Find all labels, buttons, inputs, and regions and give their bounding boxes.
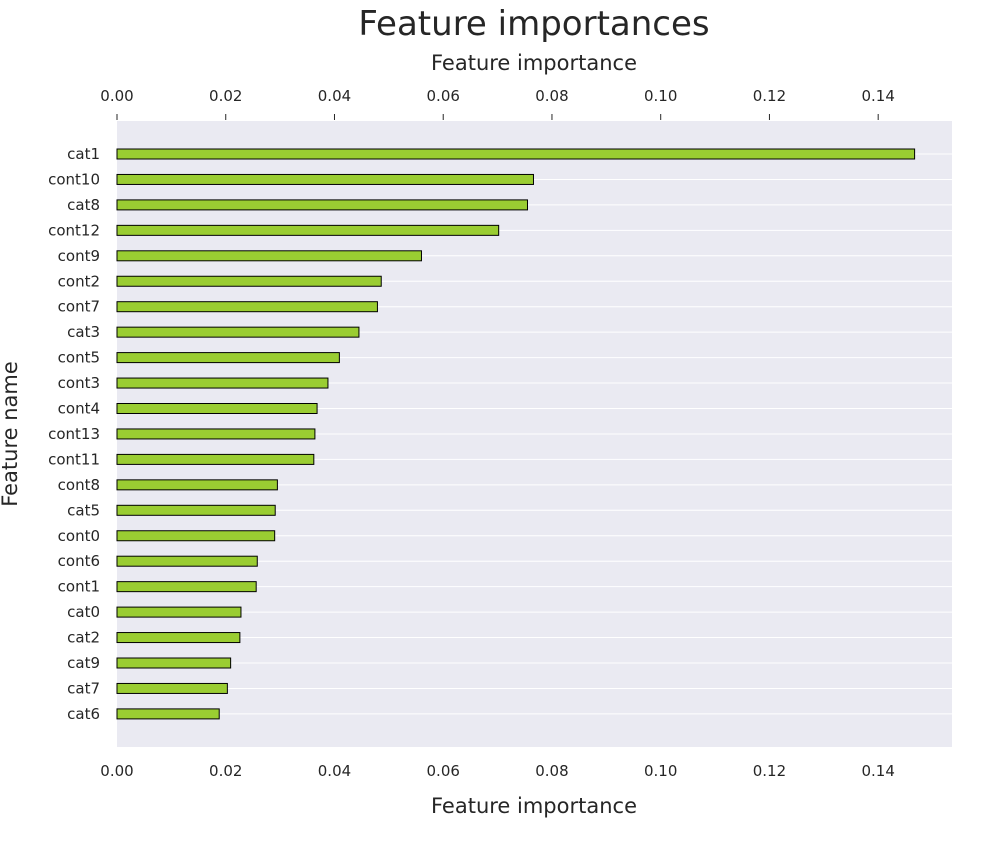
top-x-tick-label-0.14: 0.14 [861,87,894,105]
y-tick-label-cont13: cont13 [48,425,100,443]
y-tick-label-cont7: cont7 [58,298,100,316]
bottom-x-tick-label-0.10: 0.10 [644,762,677,780]
bar-cat3 [116,326,360,338]
y-tick-label-cont5: cont5 [58,349,100,367]
top-x-tick-label-0.12: 0.12 [753,87,786,105]
y-tick-label-cat6: cat6 [67,705,100,723]
bar-cont5 [116,352,340,364]
bar-cont6 [116,555,258,567]
y-tick-label-cont6: cont6 [58,552,100,570]
y-tick-label-cont10: cont10 [48,170,100,188]
bar-cat6 [116,708,220,720]
bar-cat0 [116,606,242,618]
y-tick-label-cont9: cont9 [58,247,100,265]
bottom-x-tick-label-0.00: 0.00 [100,762,133,780]
chart-title: Feature importances [358,4,709,44]
y-tick-label-cat2: cat2 [67,629,100,647]
bottom-x-axis: 0.00 0.02 0.04 0.06 0.08 0.10 0.12 0.14 [100,762,895,780]
bar-cont4 [116,403,318,414]
bar-cont3 [116,377,329,389]
bottom-x-tick-label-0.02: 0.02 [209,762,242,780]
bar-cat8 [116,199,528,211]
bottom-x-tick-label-0.12: 0.12 [753,762,786,780]
bar-cat7 [116,682,228,694]
bar-cont8 [116,479,278,491]
bar-cont2 [116,275,382,287]
bar-cat2 [116,632,241,644]
top-x-tick-label-0.04: 0.04 [318,87,351,105]
bottom-x-tick-label-0.06: 0.06 [427,762,460,780]
top-x-tick-label-0.06: 0.06 [427,87,460,105]
y-axis-tick-labels: cat1 cont10 cat8 cont12 cont9 cont2 cont7 cat3 c… [48,145,100,723]
bar-cont10 [116,173,534,185]
bar-cont1 [116,581,257,593]
top-x-axis-title: Feature importance [431,51,637,75]
y-tick-label-cont4: cont4 [58,400,100,418]
bottom-x-axis-title: Feature importance [431,794,637,818]
top-x-tick-label-0.02: 0.02 [209,87,242,105]
bar-cont12 [116,224,500,236]
y-tick-label-cont12: cont12 [48,221,100,239]
y-tick-label-cont0: cont0 [58,527,100,545]
bottom-x-tick-label-0.08: 0.08 [535,762,568,780]
bar-cont13 [116,428,316,440]
y-axis-title: Feature name [0,361,22,507]
bar-cat1 [116,148,916,160]
y-tick-label-cat3: cat3 [67,323,100,341]
bar-cont0 [116,530,276,542]
y-tick-label-cat8: cat8 [67,196,100,214]
bar-cont7 [116,301,378,313]
top-x-tick-label-0.08: 0.08 [535,87,568,105]
y-tick-label-cat7: cat7 [67,679,100,697]
bottom-x-tick-label-0.14: 0.14 [861,762,894,780]
y-tick-label-cont11: cont11 [48,450,100,468]
top-x-tick-label-0.00: 0.00 [100,87,133,105]
y-tick-label-cont8: cont8 [58,476,100,494]
bars [116,148,916,720]
bar-cont11 [116,453,315,465]
y-tick-label-cont1: cont1 [58,578,100,596]
bottom-x-tick-label-0.04: 0.04 [318,762,351,780]
bar-cat9 [116,657,232,669]
y-tick-label-cat0: cat0 [67,603,100,621]
top-x-tick-label-0.10: 0.10 [644,87,677,105]
y-tick-label-cat1: cat1 [67,145,100,163]
y-tick-label-cat9: cat9 [67,654,100,672]
bar-cont9 [116,250,422,262]
y-tick-label-cat5: cat5 [67,501,100,519]
top-x-axis: 0.00 0.02 0.04 0.06 0.08 0.10 0.12 0.14 [100,87,895,120]
y-tick-label-cont3: cont3 [58,374,100,392]
y-tick-label-cont2: cont2 [58,272,100,290]
bar-cat5 [116,504,276,516]
